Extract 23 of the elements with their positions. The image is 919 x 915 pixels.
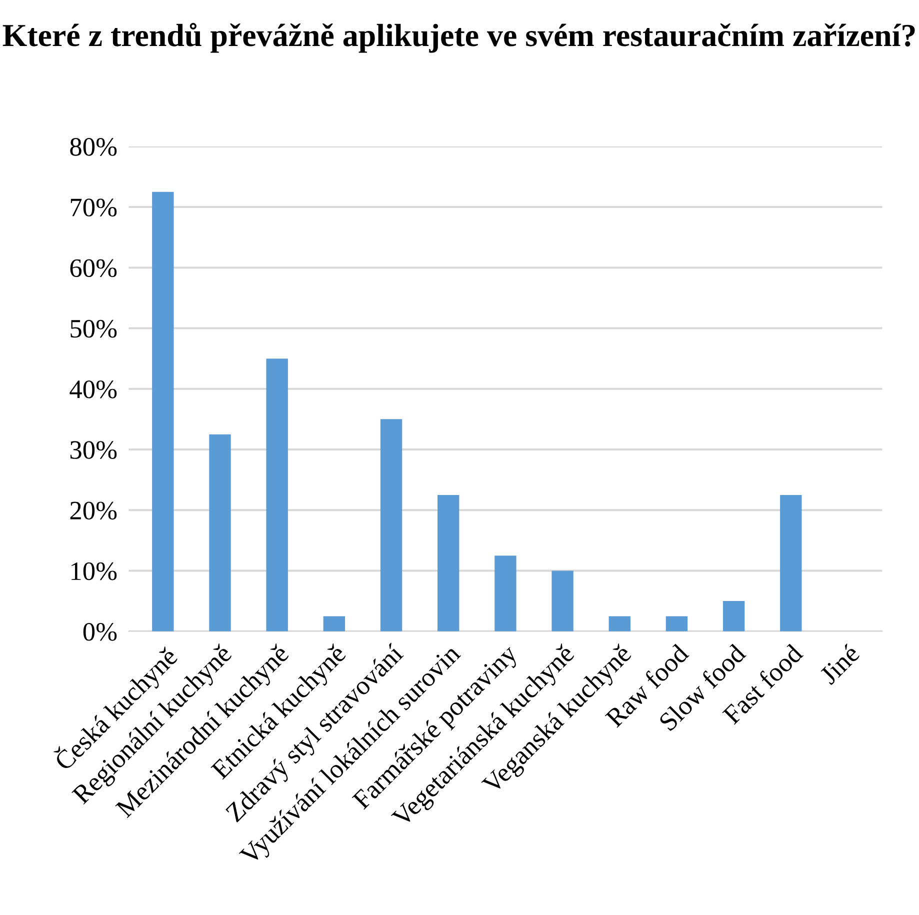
bar (552, 570, 574, 632)
y-tick-label: 80% (70, 138, 117, 156)
bar (608, 616, 630, 632)
y-tick-label: 60% (70, 259, 117, 278)
x-tick-label: Jiné (818, 643, 860, 686)
y-tick-label: 30% (70, 441, 117, 459)
y-tick-label: 10% (72, 562, 117, 580)
y-tick-label: 70% (70, 198, 117, 217)
bar (380, 419, 402, 632)
chart-title: Které z trendů převážně aplikujete ve svém restauračním zařízení? (2, 22, 915, 53)
y-tick-label: 50% (70, 320, 117, 338)
bar (152, 192, 174, 632)
bar (323, 616, 346, 632)
y-tick-label: 40% (70, 380, 117, 398)
y-tick-label: 0% (83, 622, 117, 641)
bar (780, 494, 802, 632)
bar (494, 556, 516, 632)
bar (722, 601, 745, 632)
bar (266, 358, 288, 632)
bar (666, 616, 688, 632)
bar (209, 434, 231, 632)
y-tick-label: 20% (70, 502, 117, 520)
bar (438, 494, 460, 632)
